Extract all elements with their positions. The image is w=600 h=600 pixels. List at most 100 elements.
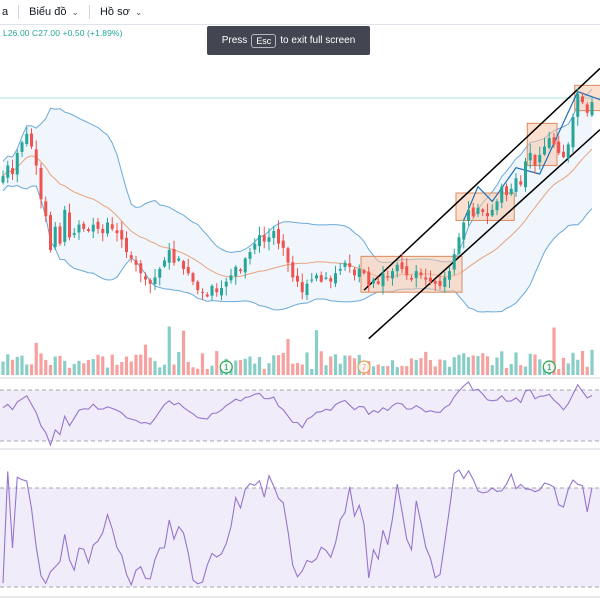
candle-body	[77, 224, 81, 233]
candle-body	[457, 237, 461, 254]
candle-body	[367, 271, 371, 286]
volume-bar	[91, 359, 95, 375]
volume-bar	[457, 354, 461, 375]
candle-body	[357, 269, 361, 277]
volume-bar	[523, 366, 528, 375]
candle-body	[405, 266, 409, 276]
candle-body	[300, 282, 304, 293]
candle-body	[410, 277, 413, 280]
volume-bar	[253, 363, 257, 375]
volume-bar	[134, 354, 138, 375]
candle-body	[391, 271, 394, 279]
volume-bar	[552, 327, 556, 375]
candle-body	[443, 277, 447, 287]
candle-body	[15, 152, 19, 175]
candle-body	[6, 165, 10, 178]
candle-body	[296, 275, 299, 282]
volume-bar	[329, 356, 333, 375]
candle-body	[429, 277, 432, 282]
candle-body	[58, 226, 62, 244]
volume-bar	[172, 364, 176, 375]
volume-bar	[585, 366, 589, 375]
candle-body	[115, 230, 119, 234]
chart-menu[interactable]: Biểu đồ ⌄	[19, 0, 89, 24]
volume-bar	[77, 360, 81, 375]
candle-body	[585, 104, 589, 113]
pattern-box	[360, 255, 463, 293]
profile-menu[interactable]: Hồ sơ ⌄	[90, 0, 152, 24]
bollinger-lower	[2, 184, 593, 313]
volume-bar	[272, 355, 276, 375]
volume-bar	[566, 363, 570, 375]
candle-body	[424, 277, 428, 280]
candle-body	[120, 230, 124, 240]
candle-body	[452, 254, 456, 270]
candle-body	[272, 231, 276, 238]
candle-body	[543, 146, 546, 155]
volume-bar	[352, 358, 357, 375]
volume-bar	[409, 358, 414, 375]
volume-bar	[300, 364, 304, 375]
candle-body	[182, 261, 185, 269]
volume-bar	[186, 361, 190, 375]
volume-bar	[428, 359, 433, 375]
candle-body	[547, 138, 551, 148]
volume-bar	[48, 364, 53, 375]
candle-body	[96, 221, 100, 229]
volume-bar	[424, 351, 428, 375]
volume-bar	[371, 366, 376, 375]
volume-bar	[571, 352, 575, 375]
volume-bar	[443, 360, 447, 375]
candle-body	[481, 209, 485, 212]
volume-bar	[34, 342, 38, 375]
moving-average	[2, 148, 593, 278]
volume-bar	[53, 356, 57, 375]
candle-body	[381, 273, 385, 287]
volume-marker-label: 1	[547, 363, 552, 372]
candle-body	[343, 262, 347, 267]
candle-body	[495, 201, 499, 211]
volume-bar	[405, 366, 409, 375]
volume-bar	[338, 363, 342, 375]
candle-body	[291, 262, 295, 278]
volume-marker	[219, 360, 233, 374]
candle-body	[329, 278, 333, 282]
volume-bar	[538, 359, 542, 375]
volume-bar	[490, 365, 494, 375]
candle-body	[438, 280, 442, 286]
volume-bar	[495, 357, 499, 375]
volume-bar	[376, 364, 380, 375]
volume-bar	[63, 360, 67, 375]
candle-body	[467, 209, 470, 221]
candle-body	[253, 243, 257, 250]
volume-bar	[528, 353, 532, 375]
volume-bar	[466, 357, 471, 375]
volume-bar	[238, 360, 243, 375]
profile-menu-label: Hồ sơ	[99, 6, 130, 18]
candle-body	[39, 167, 43, 200]
candle-body	[205, 294, 209, 297]
candle-body	[196, 281, 200, 291]
volume-bar	[191, 367, 195, 375]
volume-bar	[462, 353, 466, 375]
candle-body	[210, 285, 214, 296]
volume-bar	[262, 368, 266, 375]
volume-bar	[177, 351, 181, 375]
candle-body	[30, 133, 33, 147]
toolbar-divider	[18, 5, 20, 19]
menu-partial[interactable]: a	[0, 0, 18, 24]
oscillator-band	[0, 488, 600, 587]
candle-body	[514, 178, 518, 192]
volume-bar	[580, 350, 585, 375]
volume-bar	[400, 365, 404, 375]
candle-body	[224, 281, 228, 287]
candle-body	[505, 186, 508, 196]
candle-body	[362, 270, 366, 274]
candle-body	[267, 237, 271, 242]
candle-body	[338, 269, 342, 271]
candle-body	[490, 209, 494, 216]
pattern-box	[455, 192, 515, 221]
volume-bar	[139, 354, 143, 375]
candle-body	[433, 281, 437, 284]
